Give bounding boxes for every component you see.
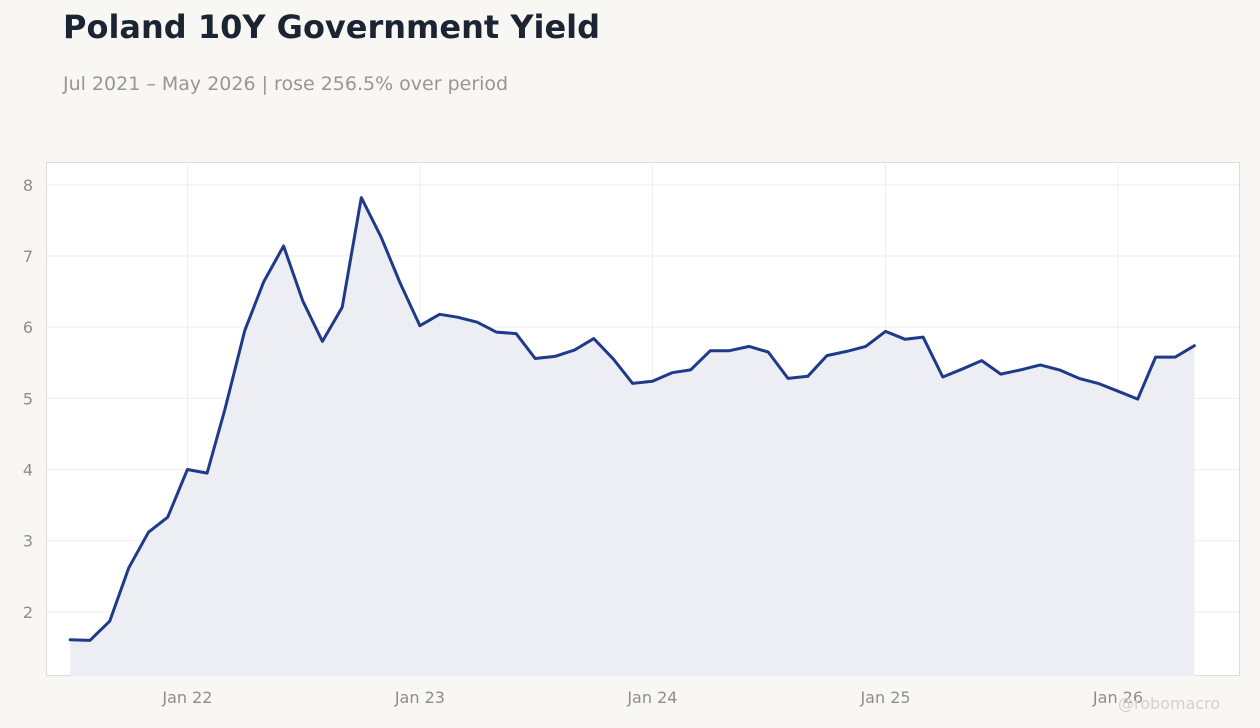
- y-tick-label: 8: [23, 176, 33, 195]
- y-tick-label: 6: [23, 318, 33, 337]
- watermark: @robomacro: [1118, 694, 1221, 713]
- y-axis-ticks: 2 3 4 5 6 7 8: [23, 176, 33, 622]
- y-tick-label: 2: [23, 603, 33, 622]
- x-tick-label: Jan 24: [626, 688, 677, 707]
- y-tick-label: 3: [23, 532, 33, 551]
- chart-subtitle: Jul 2021 – May 2026 | rose 256.5% over p…: [63, 73, 509, 95]
- x-axis-ticks: Jan 22 Jan 23 Jan 24 Jan 25 Jan 26: [161, 688, 1143, 707]
- y-tick-label: 4: [23, 461, 33, 480]
- yield-line: [68, 196, 1196, 642]
- y-tick-label: 7: [23, 247, 33, 266]
- x-tick-label: Jan 22: [161, 688, 212, 707]
- x-tick-label: Jan 25: [859, 688, 910, 707]
- y-tick-label: 5: [23, 389, 33, 408]
- yield-area-fill: [70, 197, 1195, 676]
- x-tick-label: Jan 23: [394, 688, 445, 707]
- x-tick-label: Jan 26: [1092, 688, 1143, 707]
- chart-title: Poland 10Y Government Yield: [63, 8, 601, 46]
